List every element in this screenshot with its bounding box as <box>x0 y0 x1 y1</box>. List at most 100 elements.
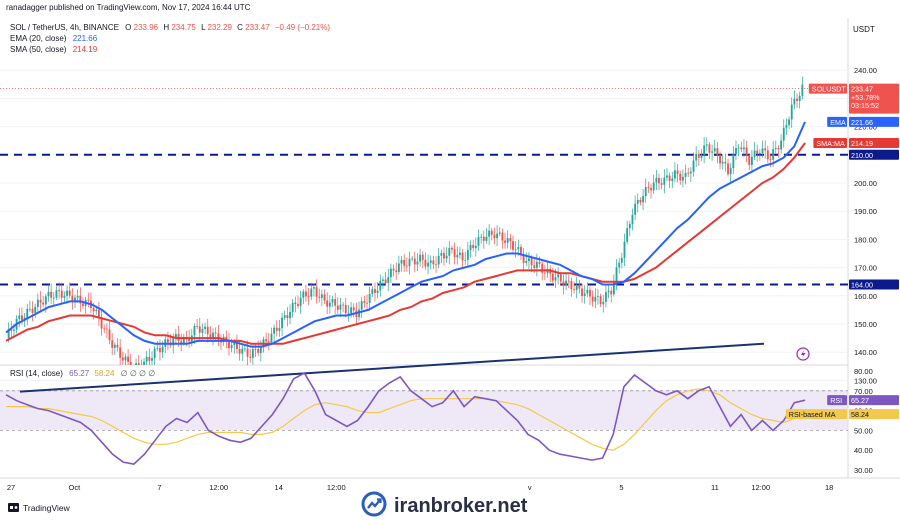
candle-body <box>474 245 477 249</box>
rsi-ma-line <box>6 388 806 451</box>
candle-body <box>533 265 536 268</box>
candle-body <box>395 270 398 273</box>
currency-label[interactable]: USDT <box>853 25 875 34</box>
candle-body <box>488 230 491 237</box>
candle-body <box>318 296 321 298</box>
candle-body <box>642 196 645 203</box>
candle-body <box>790 104 793 120</box>
support-resistance-levels[interactable] <box>0 88 848 393</box>
candle-body <box>581 288 583 296</box>
candle-body <box>79 295 82 304</box>
ascending-trendline[interactable] <box>19 342 765 393</box>
tradingview-logo[interactable] <box>8 503 19 512</box>
candle-body <box>432 260 435 265</box>
price-axis[interactable]: 240.00230.00220.00210.00200.00190.00180.… <box>854 66 877 385</box>
time-tick-label: 12:00 <box>209 483 228 492</box>
sma-badge: 214.19 SMA:MA <box>813 137 899 148</box>
candle-body <box>20 315 23 321</box>
candle-body <box>129 361 132 365</box>
candle-body <box>66 290 68 296</box>
tradingview-brand[interactable]: TradingView <box>23 503 71 513</box>
candle-body <box>639 199 642 203</box>
candle-body <box>233 342 236 346</box>
candle-body <box>34 307 37 313</box>
candle-body <box>257 348 260 353</box>
candle-body <box>681 176 684 181</box>
candle-body <box>695 153 698 161</box>
time-tick-label: v <box>528 483 532 492</box>
time-tick-label: 11 <box>711 483 719 492</box>
sma-legend-label[interactable]: SMA (50, close) <box>10 45 67 54</box>
rsi-legend-value: 65.27 <box>69 369 90 378</box>
rsi-legend-label[interactable]: RSI (14, close) <box>10 369 63 378</box>
candle-body <box>602 301 605 305</box>
time-tick-label: 7 <box>157 483 161 492</box>
candle-body <box>689 171 692 174</box>
candle-body <box>684 172 687 177</box>
candle-body <box>374 289 376 293</box>
candle-body <box>705 144 708 146</box>
candle-body <box>124 356 127 361</box>
close-value: 233.47 <box>245 23 270 32</box>
candle-body <box>589 289 591 297</box>
candle-body <box>724 161 727 164</box>
symbol-title[interactable]: SOL / TetherUS, 4h, BINANCE <box>10 23 119 32</box>
candle-body <box>427 262 429 267</box>
candle-body <box>236 342 238 350</box>
ema-20-line <box>5 121 806 348</box>
candle-body <box>297 304 299 306</box>
ema-badge-label: EMA <box>830 118 846 127</box>
candle-body <box>228 341 230 349</box>
candle-body <box>716 148 719 156</box>
candle-body <box>501 232 504 241</box>
candle-body <box>344 305 347 314</box>
candle-body <box>466 249 469 260</box>
candle-body <box>204 326 207 330</box>
svg-text:RSI (14, close) 65.27: RSI (14, close) 65.27 58.24 ∅ ∅ ∅ ∅ <box>10 369 155 378</box>
candle-body <box>273 327 276 334</box>
time-axis[interactable]: 27 Oct 7 12:00 14 12:00 v 5 11 12:00 18 <box>7 483 833 492</box>
high-value: 234.75 <box>171 23 196 32</box>
price-tick-label: 190.00 <box>854 207 877 216</box>
candle-body <box>671 178 674 181</box>
candle-body <box>137 363 140 365</box>
published-caption: ranadagger published on TradingView.com,… <box>6 3 251 12</box>
candle-body <box>652 182 655 191</box>
candle-body <box>214 332 217 334</box>
candle-body <box>604 292 607 302</box>
ema-legend-label[interactable]: EMA (20, close) <box>10 34 67 43</box>
candle-body <box>456 255 459 258</box>
lightning-icon[interactable] <box>796 347 810 361</box>
candle-body <box>514 249 517 251</box>
candle-body <box>782 127 785 141</box>
candle-body <box>360 301 363 310</box>
candle-body <box>631 214 634 225</box>
candle-body <box>464 259 467 261</box>
candle-body <box>188 338 191 342</box>
candle-body <box>570 281 573 290</box>
candle-body <box>565 280 568 286</box>
price-tick-label: 160.00 <box>854 292 877 301</box>
svg-text:SOL / TetherUS, 4h, BINANCE: SOL / TetherUS, 4h, BINANCE O 233.96 H 2… <box>10 23 330 32</box>
candle-body <box>528 258 530 262</box>
candle-body <box>623 241 626 258</box>
candle-body <box>312 287 315 289</box>
candle-body <box>220 341 222 343</box>
candle-body <box>87 299 90 301</box>
candle-body <box>411 258 414 260</box>
candle-body <box>719 155 721 164</box>
candle-body <box>323 294 326 301</box>
time-tick-label: 14 <box>275 483 283 492</box>
candle-body <box>13 329 15 331</box>
candle-body <box>95 309 98 312</box>
candle-body <box>440 253 443 256</box>
candle-body <box>267 341 270 343</box>
candle-body <box>801 84 804 96</box>
candle-body <box>509 238 512 242</box>
candle-body <box>291 302 294 312</box>
candle-body <box>238 349 241 354</box>
rsi-ma-legend-value: 58.24 <box>94 369 115 378</box>
candle-body <box>535 261 538 268</box>
candle-body <box>305 291 307 297</box>
